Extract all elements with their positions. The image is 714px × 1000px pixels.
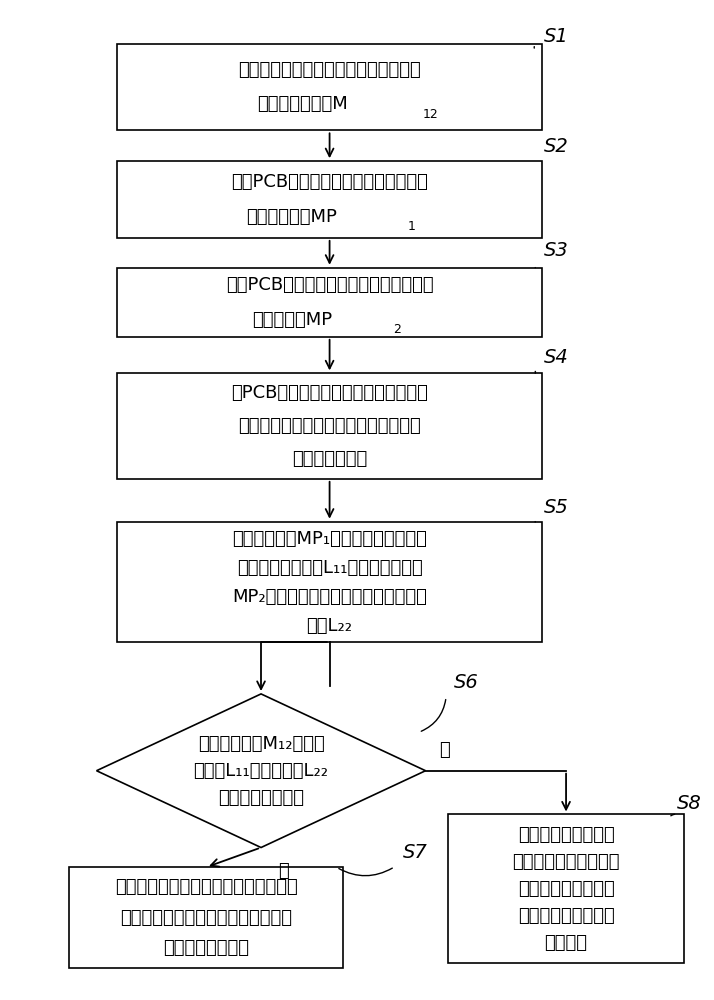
Text: 的转换关系MP: 的转换关系MP (252, 311, 332, 329)
Text: 1: 1 (408, 220, 416, 233)
Text: 点，进行下针测试: 点，进行下针测试 (164, 939, 249, 957)
Text: 否: 否 (278, 862, 289, 880)
Text: 12: 12 (423, 108, 439, 121)
Text: 之间是否存在干涉: 之间是否存在干涉 (218, 789, 304, 807)
Text: 基于转换关系MP₁获得第一探针到第一: 基于转换关系MP₁获得第一探针到第一 (232, 530, 427, 548)
Text: S7: S7 (403, 843, 428, 862)
Text: 一探针的测试点，并以: 一探针的测试点，并以 (513, 853, 620, 871)
Text: 并以第二待测点作为第二探针的测试: 并以第二待测点作为第二探针的测试 (120, 909, 292, 927)
Text: S5: S5 (543, 498, 568, 517)
FancyBboxPatch shape (448, 814, 684, 963)
Text: 系的转换关系MP: 系的转换关系MP (246, 208, 337, 226)
Text: 针的测试点，并选取第二待测点作为第: 针的测试点，并选取第二待测点作为第 (238, 417, 421, 435)
Text: S1: S1 (543, 27, 568, 46)
Text: 基于转换关系M₁₂判断移: 基于转换关系M₁₂判断移 (198, 735, 324, 753)
FancyBboxPatch shape (117, 161, 542, 238)
Text: S4: S4 (543, 348, 568, 367)
FancyBboxPatch shape (117, 44, 542, 130)
Text: 建立PCB板坐标系到第二探针机械坐标系: 建立PCB板坐标系到第二探针机械坐标系 (226, 276, 433, 294)
Text: 待测点的移动路径L₁₁，基于转换关系: 待测点的移动路径L₁₁，基于转换关系 (237, 559, 423, 577)
Text: S3: S3 (543, 241, 568, 260)
Text: 动路径L₁₁和移动路径L₂₂: 动路径L₁₁和移动路径L₂₂ (193, 762, 328, 780)
Text: 二探针的测试点: 二探针的测试点 (292, 450, 367, 468)
Text: 探针的测试点，进行: 探针的测试点，进行 (518, 907, 615, 925)
Text: 第一待测点作为第二: 第一待测点作为第二 (518, 880, 615, 898)
Text: 以第二待测点作为第: 以第二待测点作为第 (518, 826, 615, 844)
FancyBboxPatch shape (117, 268, 542, 337)
Text: 在PCB板上选取第一待测点作为第一探: 在PCB板上选取第一待测点作为第一探 (231, 384, 428, 402)
Text: 建立PCB板坐标系到第一探针机械坐标: 建立PCB板坐标系到第一探针机械坐标 (231, 173, 428, 191)
Text: 之间的转换关系M: 之间的转换关系M (257, 95, 348, 113)
Text: S6: S6 (454, 673, 479, 692)
Text: 建立第一探针坐标系和第二探针坐标系: 建立第一探针坐标系和第二探针坐标系 (238, 61, 421, 79)
Text: MP₂获得第二探针到第二待测点的移动: MP₂获得第二探针到第二待测点的移动 (232, 588, 427, 606)
Text: 以第一待测点作为第一探针的测试点，: 以第一待测点作为第一探针的测试点， (115, 878, 298, 896)
Text: S2: S2 (543, 137, 568, 156)
Text: 是: 是 (439, 741, 450, 759)
Text: 2: 2 (393, 323, 401, 336)
Text: 路径L₂₂: 路径L₂₂ (306, 617, 353, 635)
FancyBboxPatch shape (117, 373, 542, 479)
FancyBboxPatch shape (69, 867, 343, 968)
Text: 下针测试: 下针测试 (545, 934, 588, 952)
FancyBboxPatch shape (117, 522, 542, 642)
Text: S8: S8 (677, 794, 702, 813)
Polygon shape (96, 694, 426, 848)
